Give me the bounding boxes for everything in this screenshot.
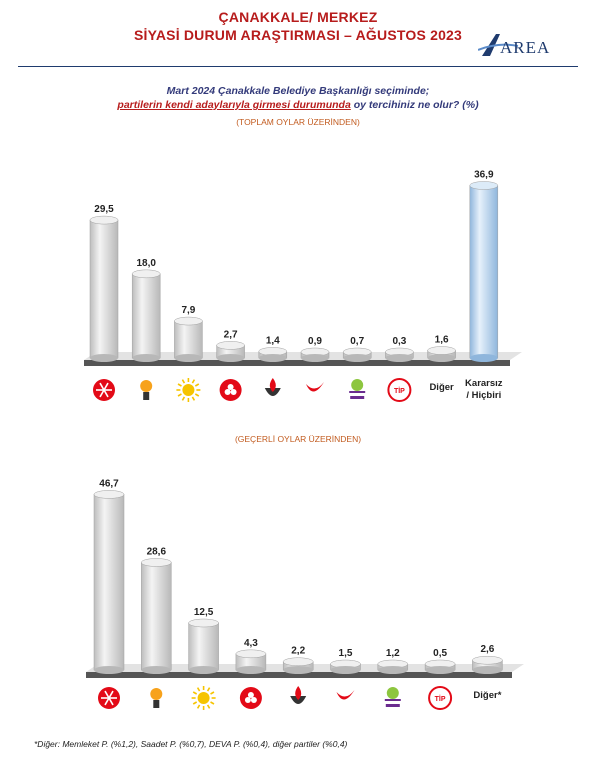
data-label: 46,7 bbox=[99, 478, 119, 489]
bar bbox=[472, 655, 503, 674]
data-label: 2,7 bbox=[224, 329, 238, 340]
data-label: 2,2 bbox=[291, 646, 305, 657]
mhp-icon bbox=[239, 687, 262, 709]
iyi-icon bbox=[176, 378, 201, 402]
bar bbox=[424, 659, 456, 674]
question-underlined: partilerin kendi adaylarıyla girmesi dur… bbox=[117, 99, 351, 111]
yesil-sol-icon bbox=[384, 687, 401, 707]
question-line2: partilerin kendi adaylarıyla girmesi dur… bbox=[0, 99, 596, 111]
data-label: 1,6 bbox=[435, 335, 449, 346]
data-label: 1,5 bbox=[339, 648, 353, 659]
logo-swoosh-icon bbox=[482, 34, 500, 56]
chp-icon bbox=[93, 379, 115, 401]
data-label: 0,9 bbox=[308, 336, 322, 347]
tip-icon: TİP bbox=[428, 686, 453, 710]
data-label: 29,5 bbox=[94, 204, 114, 215]
yesil-sol-icon bbox=[349, 379, 366, 399]
bar bbox=[330, 659, 361, 674]
footnote: *Diğer: Memleket P. (%1,2), Saadet P. (%… bbox=[34, 739, 348, 749]
bar bbox=[427, 346, 456, 362]
data-label: 1,4 bbox=[266, 335, 280, 346]
svg-text:TİP: TİP bbox=[435, 695, 446, 703]
question-line1: Mart 2024 Çanakkale Belediye Başkanlığı … bbox=[166, 85, 430, 97]
chart-valid-votes: 46,7 28,6 12,5 4,3 2,2 1,5 1,2 0,5 TİP 2,6 Diğer* bbox=[86, 478, 524, 710]
ydp-icon bbox=[306, 382, 324, 392]
bar bbox=[89, 215, 119, 362]
data-label: 28,6 bbox=[147, 546, 167, 557]
bar bbox=[282, 657, 314, 674]
question-rest: oy tercihiniz ne olur? (%) bbox=[350, 99, 479, 111]
data-label: 0,7 bbox=[350, 336, 364, 347]
chart-total-votes: 29,5 18,0 7,9 2,7 1,4 0,9 0,7 0,3 TİP 1,6 Diğer 36,… bbox=[84, 169, 522, 402]
bar bbox=[235, 649, 267, 674]
category-label: Diğer* bbox=[473, 690, 501, 701]
chart1-subtitle: (TOPLAM OYLAR ÜZERİNDEN) bbox=[236, 117, 360, 127]
data-label: 7,9 bbox=[181, 305, 195, 316]
data-label: 1,2 bbox=[386, 648, 400, 659]
bar bbox=[93, 490, 125, 674]
bar bbox=[188, 618, 219, 674]
data-label: 18,0 bbox=[136, 258, 156, 269]
area-logo bbox=[478, 34, 519, 56]
akp-icon bbox=[140, 380, 153, 400]
data-label: 0,3 bbox=[392, 336, 406, 347]
bar bbox=[300, 347, 330, 362]
report-title-line1: ÇANAKKALE/ MERKEZ bbox=[218, 9, 378, 25]
category-label: Diğer bbox=[429, 382, 454, 393]
bar bbox=[385, 347, 414, 362]
chart2-subtitle: (GEÇERLİ OYLAR ÜZERİNDEN) bbox=[234, 434, 362, 444]
bar bbox=[174, 316, 203, 362]
data-label: 12,5 bbox=[194, 607, 214, 618]
zafer-icon bbox=[290, 686, 307, 704]
report-title-line2: SİYASİ DURUM ARAŞTIRMASI – AĞUSTOS 2023 bbox=[133, 27, 463, 43]
area-logo-text: AREA bbox=[500, 38, 551, 57]
mhp-icon bbox=[219, 379, 242, 401]
data-label: 2,6 bbox=[480, 644, 494, 655]
bar bbox=[141, 558, 172, 674]
svg-text:TİP: TİP bbox=[394, 387, 405, 395]
zafer-icon bbox=[264, 378, 281, 396]
data-label: 36,9 bbox=[474, 169, 494, 180]
header-divider bbox=[18, 66, 578, 67]
bar bbox=[377, 659, 409, 674]
bar bbox=[342, 347, 372, 362]
bar bbox=[131, 269, 161, 362]
bar bbox=[216, 341, 245, 362]
chp-icon bbox=[98, 687, 120, 709]
ydp-icon bbox=[336, 690, 355, 700]
akp-icon bbox=[150, 688, 163, 708]
category-label: Kararsız / Hiçbiri bbox=[465, 378, 503, 401]
bar bbox=[469, 181, 499, 362]
data-label: 0,5 bbox=[433, 648, 447, 659]
tip-icon: TİP bbox=[387, 378, 412, 402]
data-label: 4,3 bbox=[244, 638, 258, 649]
bar bbox=[258, 347, 288, 362]
iyi-icon bbox=[191, 686, 216, 710]
